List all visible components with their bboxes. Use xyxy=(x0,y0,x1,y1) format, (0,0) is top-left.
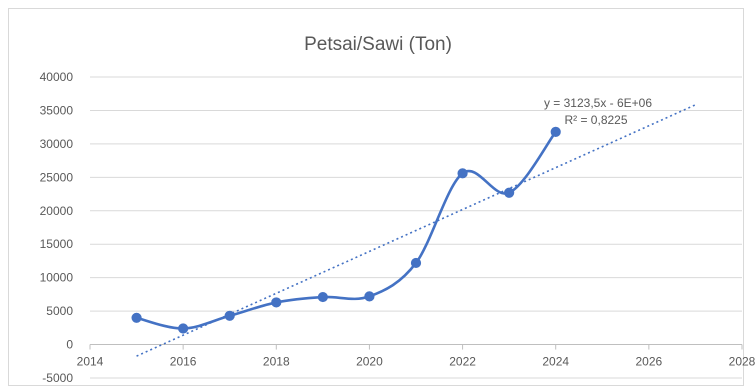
y-tick-label-4: 15000 xyxy=(40,237,74,251)
data-point-2023 xyxy=(504,187,515,198)
data-point-2020 xyxy=(364,291,375,302)
data-point-2018 xyxy=(271,297,282,308)
data-point-2024 xyxy=(550,126,561,137)
data-point-2015 xyxy=(131,312,142,323)
y-tick-label-0: -5000 xyxy=(42,371,73,385)
chart-frame xyxy=(8,8,744,386)
linear-trendline xyxy=(136,104,696,357)
series-line xyxy=(136,131,557,330)
y-tick-label-5: 20000 xyxy=(40,204,74,218)
annotation-layer: y = 3123,5x - 6E+06 R² = 0,8225 xyxy=(544,96,652,127)
y-tick-label-6: 25000 xyxy=(40,170,74,184)
data-point-2016 xyxy=(178,323,189,334)
y-tick-label-8: 35000 xyxy=(40,103,74,117)
x-tick-label-6: 2026 xyxy=(636,355,663,369)
x-tick-label-4: 2022 xyxy=(449,355,476,369)
y-tick-label-3: 10000 xyxy=(40,271,74,285)
series-layer xyxy=(131,126,561,334)
data-point-2021 xyxy=(410,257,422,269)
y-tick-label-9: 40000 xyxy=(40,70,74,84)
trendline-r-squared-label: R² = 0,8225 xyxy=(564,113,627,127)
trendline-equation-label: y = 3123,5x - 6E+06 xyxy=(544,96,652,110)
data-point-2019 xyxy=(317,291,328,303)
data-point-2017 xyxy=(224,310,235,321)
gridlines xyxy=(90,76,742,379)
data-point-2022 xyxy=(457,168,468,179)
y-tick-label-2: 5000 xyxy=(46,304,73,318)
x-tick-label-3: 2020 xyxy=(356,355,383,369)
x-tick-label-7: 2028 xyxy=(729,355,755,369)
x-tick-label-1: 2016 xyxy=(170,355,197,369)
x-tick-label-5: 2024 xyxy=(542,355,569,369)
y-tick-label-1: 0 xyxy=(66,338,73,352)
x-tick-label-0: 2014 xyxy=(77,355,104,369)
y-tick-label-7: 30000 xyxy=(40,137,74,151)
y-axis-tick-labels: -5000 0 5000 10000 15000 20000 25000 30000 35000… xyxy=(40,70,74,385)
trendline-layer xyxy=(136,104,696,357)
x-tick-label-2: 2018 xyxy=(263,355,290,369)
chart-title: Petsai/Sawi (Ton) xyxy=(304,34,452,55)
x-axis-tick-labels: 2014 2016 2018 2020 2022 2024 2026 2028 xyxy=(77,344,755,369)
